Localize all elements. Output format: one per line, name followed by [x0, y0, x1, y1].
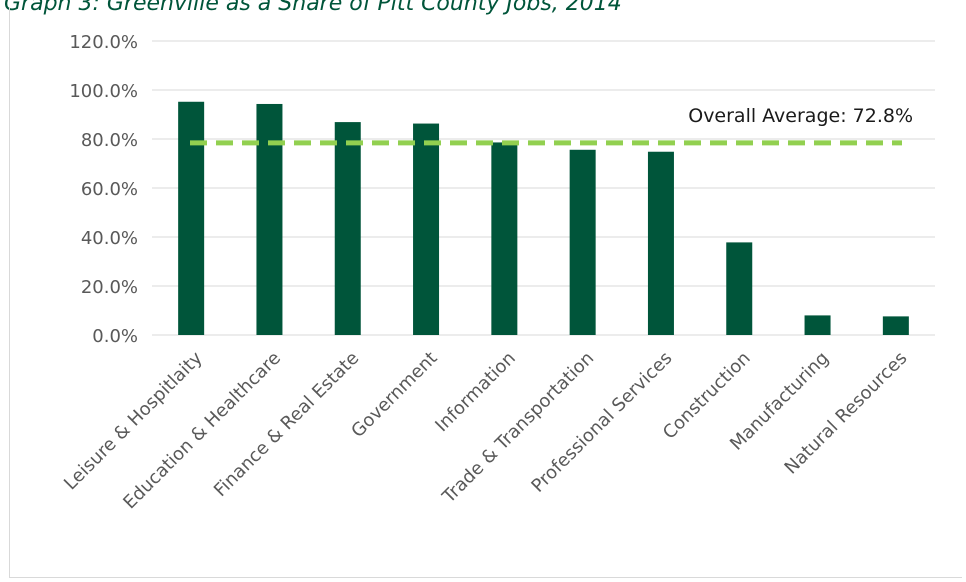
average-label: Overall Average: 72.8%	[688, 105, 913, 127]
chart-title: Graph 3: Greenville as a Share of Pitt C…	[4, 0, 622, 16]
y-tick-label: 20.0%	[81, 277, 138, 298]
bars	[178, 101, 909, 335]
y-tick-label: 0.0%	[92, 326, 138, 347]
bar	[569, 149, 596, 335]
average-line-group: Overall Average: 72.8%	[190, 105, 913, 146]
y-tick-label: 60.0%	[81, 179, 138, 200]
x-category-label: Leisure & Hospitlaity	[60, 347, 207, 494]
x-category-label: Education & Healthcare	[119, 348, 285, 514]
y-tick-label: 100.0%	[69, 81, 138, 102]
y-tick-label: 80.0%	[81, 130, 138, 151]
bar	[882, 316, 909, 335]
bar	[491, 142, 518, 335]
x-category-label: Finance & Real Estate	[210, 348, 363, 501]
bar	[413, 123, 440, 335]
x-category-label: Professional Services	[527, 348, 676, 497]
chart-frame	[9, 8, 962, 578]
bar	[726, 242, 753, 335]
y-axis-ticks: 0.0% 20.0% 40.0% 60.0% 80.0% 100.0% 120.0%	[69, 32, 138, 347]
y-tick-label: 40.0%	[81, 228, 138, 249]
x-category-label: Trade & Transportation	[438, 348, 598, 508]
bar	[647, 151, 674, 335]
bar	[804, 315, 831, 335]
gridlines	[152, 40, 935, 336]
y-tick-label: 120.0%	[69, 32, 138, 53]
bar	[334, 122, 361, 335]
bar	[178, 101, 205, 335]
bar	[256, 103, 283, 335]
x-category-label: Information	[431, 348, 520, 437]
